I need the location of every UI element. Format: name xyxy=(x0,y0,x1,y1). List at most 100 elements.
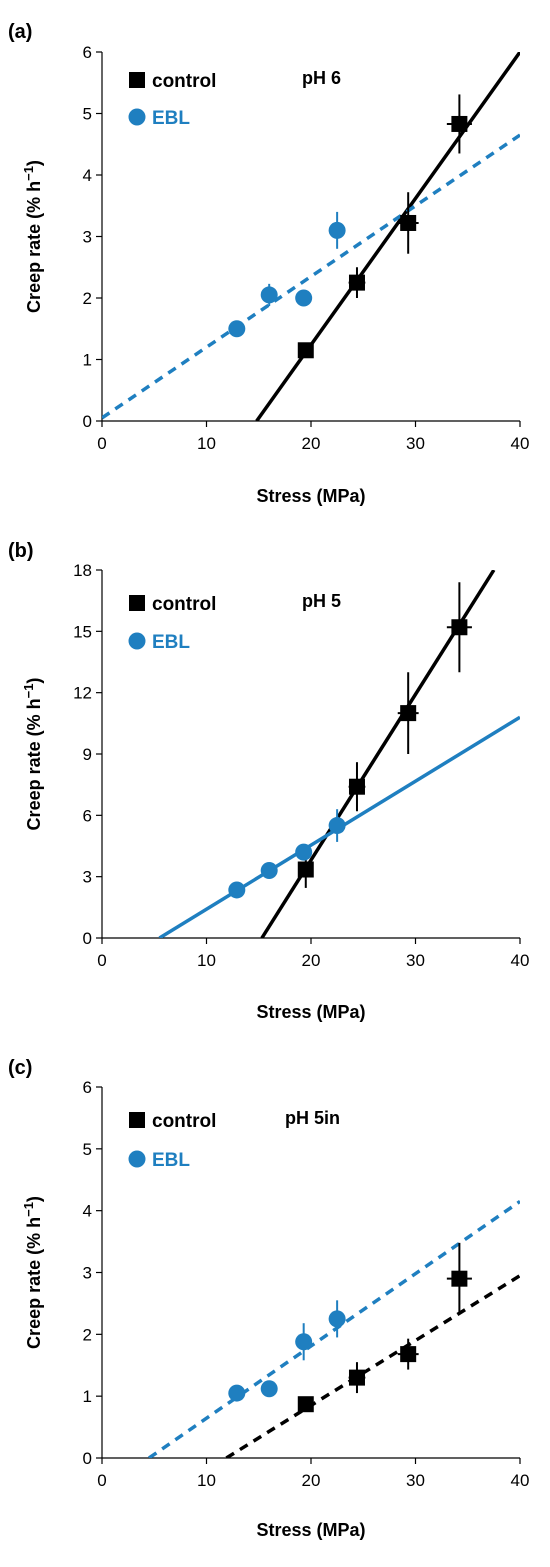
legend-label-control: control xyxy=(152,1111,216,1132)
data-point-ebl xyxy=(228,320,246,338)
y-axis-title-main: Creep rate (% h xyxy=(24,698,44,830)
x-tick-label: 30 xyxy=(406,434,425,453)
panel-label: (a) xyxy=(8,21,32,43)
y-tick-label: 1 xyxy=(83,351,92,370)
y-tick-label: 4 xyxy=(83,1202,92,1221)
x-tick-label: 20 xyxy=(302,1471,321,1490)
data-point-ebl xyxy=(228,881,246,899)
y-tick-label: 1 xyxy=(83,1387,92,1406)
y-axis-title: Creep rate (% h−1) xyxy=(21,160,44,313)
legend-marker-control xyxy=(129,72,145,88)
ph-annotation: pH 6 xyxy=(302,68,341,88)
data-point-ebl xyxy=(228,1384,246,1402)
legend-marker-control xyxy=(129,1112,145,1128)
y-tick-label: 5 xyxy=(83,1140,92,1159)
y-axis-title: Creep rate (% h−1) xyxy=(21,678,44,831)
legend-marker-ebl xyxy=(128,108,146,126)
y-tick-label: 15 xyxy=(73,622,92,641)
ph-annotation: pH 5 xyxy=(302,591,341,611)
data-point-control xyxy=(400,214,417,231)
y-tick-label: 9 xyxy=(83,745,92,764)
x-tick-label: 20 xyxy=(302,951,321,970)
x-tick-label: 0 xyxy=(97,951,106,970)
data-point-ebl xyxy=(260,286,278,304)
legend-label-control: control xyxy=(152,594,216,615)
data-point-control xyxy=(400,1346,417,1363)
data-point-control xyxy=(297,861,314,878)
panel-label: (c) xyxy=(8,1057,32,1079)
x-tick-label: 20 xyxy=(302,434,321,453)
data-point-control xyxy=(297,1396,314,1413)
y-axis-title: Creep rate (% h−1) xyxy=(21,1196,44,1349)
y-axis-title-superscript: −1 xyxy=(21,684,36,699)
y-axis-title-main: Creep rate (% h xyxy=(24,181,44,313)
data-point-control xyxy=(348,274,365,291)
y-tick-label: 3 xyxy=(83,228,92,247)
y-tick-label: 2 xyxy=(83,289,92,308)
y-tick-label: 4 xyxy=(83,166,92,185)
y-tick-label: 2 xyxy=(83,1325,92,1344)
data-point-ebl xyxy=(295,1333,313,1351)
y-axis-title-main: Creep rate (% h xyxy=(24,1217,44,1349)
fit-line-control xyxy=(255,52,520,421)
y-tick-label: 12 xyxy=(73,684,92,703)
legend-marker-ebl xyxy=(128,1150,146,1168)
x-tick-label: 10 xyxy=(197,1471,216,1490)
y-tick-label: 0 xyxy=(83,412,92,431)
ph-annotation: pH 5in xyxy=(285,1108,340,1128)
x-tick-label: 30 xyxy=(406,951,425,970)
data-point-ebl xyxy=(260,862,278,880)
data-point-ebl xyxy=(295,289,313,307)
data-point-control xyxy=(451,1270,468,1287)
data-point-control xyxy=(451,115,468,132)
legend-label-ebl: EBL xyxy=(152,108,190,129)
x-tick-label: 40 xyxy=(511,434,530,453)
x-axis-title: Stress (MPa) xyxy=(256,486,365,506)
legend-label-ebl: EBL xyxy=(152,1150,190,1171)
y-tick-label: 5 xyxy=(83,105,92,124)
legend-marker-control xyxy=(129,595,145,611)
y-axis-title-superscript: −1 xyxy=(21,1202,36,1217)
y-tick-label: 6 xyxy=(83,43,92,62)
legend-label-control: control xyxy=(152,71,216,92)
data-point-control xyxy=(348,778,365,795)
legend-label-ebl: EBL xyxy=(152,632,190,653)
y-tick-label: 3 xyxy=(83,868,92,887)
y-axis-title-superscript: −1 xyxy=(21,166,36,181)
y-tick-label: 3 xyxy=(83,1264,92,1283)
x-axis-title: Stress (MPa) xyxy=(256,1002,365,1022)
y-axis-title-close: ) xyxy=(24,160,44,166)
fit-line-control xyxy=(225,1274,520,1458)
x-tick-label: 30 xyxy=(406,1471,425,1490)
fit-line-ebl xyxy=(102,133,520,420)
x-axis-title: Stress (MPa) xyxy=(256,1520,365,1540)
chart-panel-1: (a) 0 1 2 3 4 5 6 0 10 20 30 40 Stress (MPa) Creep rat… xyxy=(8,21,529,506)
data-point-ebl xyxy=(295,843,313,861)
chart-panel-2: (b) 0 3 6 9 12 15 18 0 10 20 30 40 Stress (MPa) Creep … xyxy=(8,540,529,1022)
y-tick-label: 6 xyxy=(83,1078,92,1097)
y-axis-title-close: ) xyxy=(24,678,44,684)
y-tick-label: 0 xyxy=(83,1449,92,1468)
x-tick-label: 40 xyxy=(511,1471,530,1490)
panel-label: (b) xyxy=(8,540,34,562)
data-point-control xyxy=(451,619,468,636)
x-tick-label: 10 xyxy=(197,434,216,453)
fit-line-ebl xyxy=(148,1199,520,1458)
data-point-control xyxy=(400,705,417,722)
x-tick-label: 0 xyxy=(97,1471,106,1490)
data-point-ebl xyxy=(328,221,346,239)
data-point-control xyxy=(348,1369,365,1386)
x-tick-label: 10 xyxy=(197,951,216,970)
y-tick-label: 0 xyxy=(83,929,92,948)
legend-marker-ebl xyxy=(128,632,146,650)
data-point-ebl xyxy=(328,817,346,835)
y-axis-title-close: ) xyxy=(24,1196,44,1202)
data-point-ebl xyxy=(328,1310,346,1328)
data-point-ebl xyxy=(260,1380,278,1398)
x-tick-label: 40 xyxy=(511,951,530,970)
x-tick-label: 0 xyxy=(97,434,106,453)
y-tick-label: 6 xyxy=(83,806,92,825)
y-tick-label: 18 xyxy=(73,561,92,580)
data-point-control xyxy=(297,342,314,359)
